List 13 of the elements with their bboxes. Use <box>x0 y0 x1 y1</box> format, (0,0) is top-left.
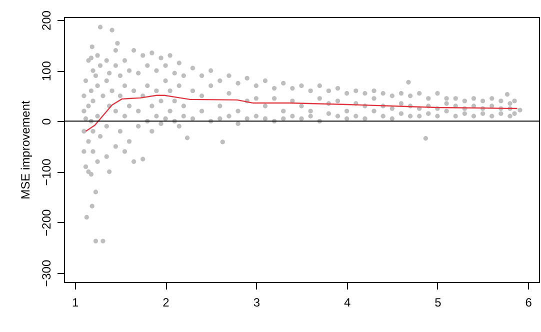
x-tick-label: 3 <box>253 296 260 310</box>
y-axis-title: MSE improvement <box>18 100 32 200</box>
y-tick-label: 100 <box>40 60 54 82</box>
y-tick-label: 200 <box>40 10 54 31</box>
x-tick-label: 2 <box>162 296 170 310</box>
x-tick-label: 1 <box>72 296 80 310</box>
y-tick-label: 0 <box>40 118 54 126</box>
x-tick-label: 4 <box>344 296 351 310</box>
y-tick-label: −200 <box>40 208 54 236</box>
y-tick-label: −300 <box>40 260 54 287</box>
y-tick-label: −100 <box>40 158 54 186</box>
x-tick-label: 6 <box>525 296 532 310</box>
x-tick-label: 5 <box>434 296 442 310</box>
